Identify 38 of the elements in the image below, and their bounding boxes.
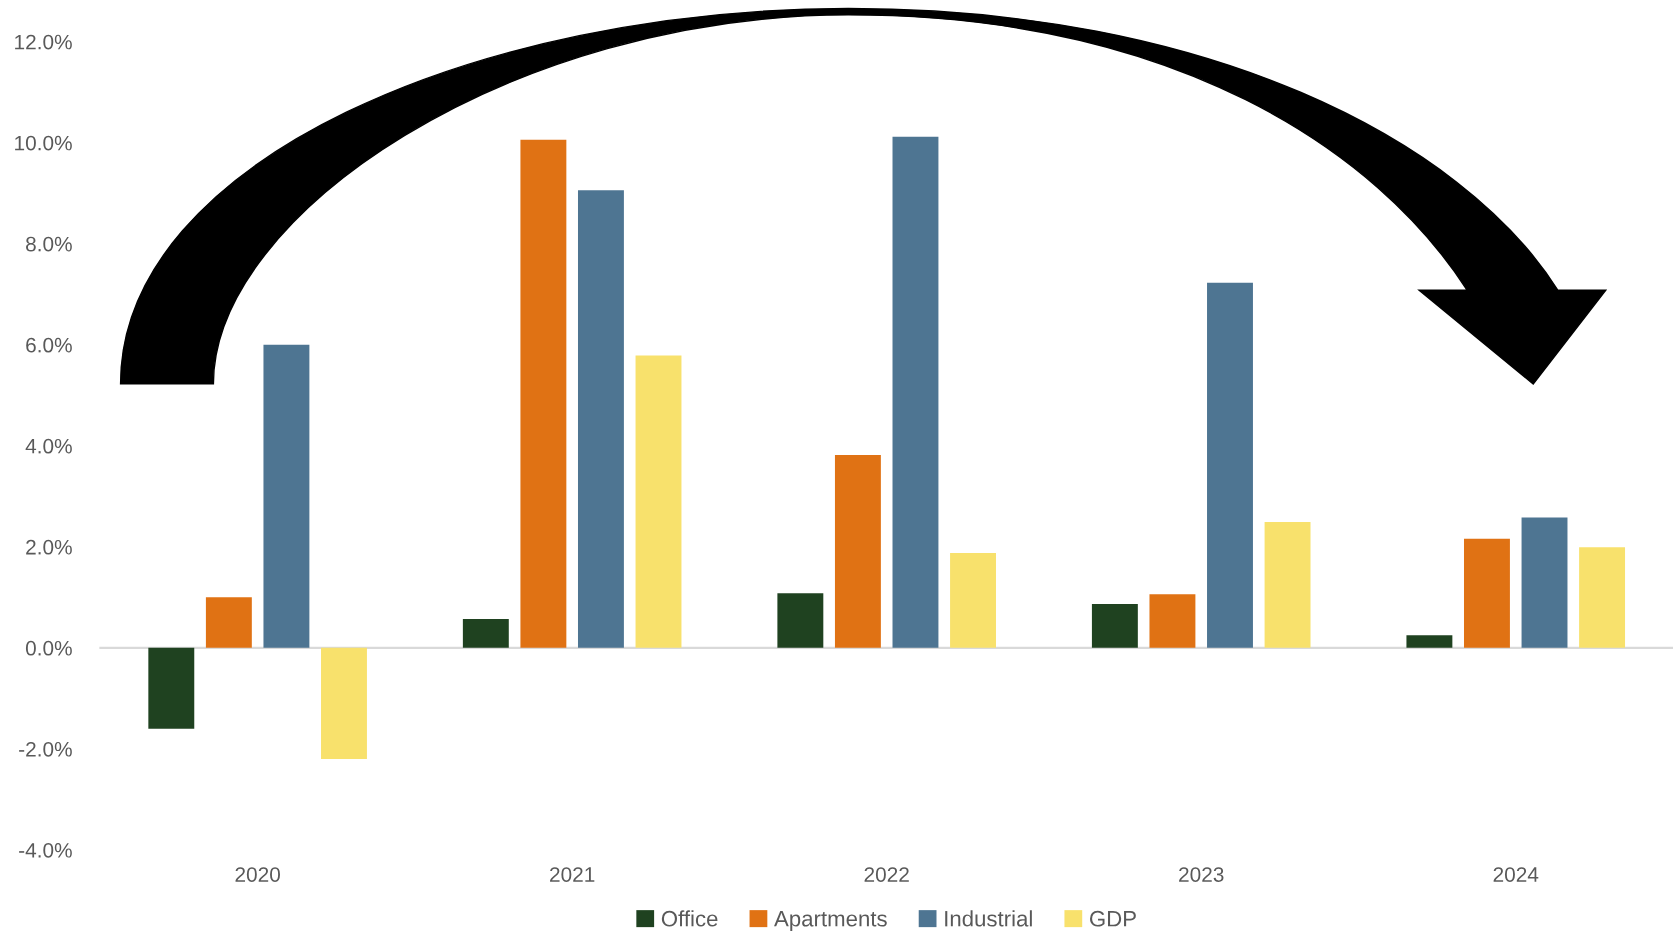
bar [1521, 517, 1568, 648]
legend-label: Industrial [945, 910, 1032, 927]
bar [1149, 594, 1196, 648]
bar [148, 647, 195, 729]
y-tick-label: 12.0% [15, 34, 72, 50]
bar [777, 593, 824, 648]
legend-label: GDP [1090, 910, 1136, 927]
bar [834, 454, 881, 648]
y-tick-label: -2.0% [19, 741, 72, 757]
bar [1207, 282, 1253, 648]
bar [892, 136, 939, 648]
bar [950, 552, 996, 648]
y-tick-label: -4.0% [19, 842, 72, 858]
bar [1264, 522, 1311, 648]
bar [635, 355, 682, 648]
y-tick-label: 8.0% [26, 236, 72, 252]
bar [1579, 547, 1626, 648]
y-tick-label: 0.0% [25, 640, 72, 656]
bar [263, 344, 310, 648]
legend-label: Office [661, 910, 718, 927]
y-tick-label: 2.0% [26, 539, 72, 555]
legend-label: Apartments [774, 911, 887, 931]
x-tick-label: 2020 [235, 867, 280, 882]
y-tick-label: 6.0% [26, 337, 72, 353]
bar [321, 647, 367, 759]
bar [577, 190, 624, 648]
bar [1091, 603, 1138, 648]
bar [520, 139, 567, 648]
bar [462, 619, 509, 648]
bar [205, 597, 252, 648]
x-tick-label: 2024 [1493, 867, 1539, 882]
bar [1406, 635, 1453, 648]
y-tick-label: 4.0% [25, 438, 72, 454]
x-tick-label: 2021 [550, 867, 595, 882]
x-tick-label: 2022 [864, 867, 909, 882]
bar [1464, 538, 1510, 648]
y-tick-label: 10.0% [15, 135, 72, 151]
x-tick-label: 2023 [1179, 867, 1224, 882]
